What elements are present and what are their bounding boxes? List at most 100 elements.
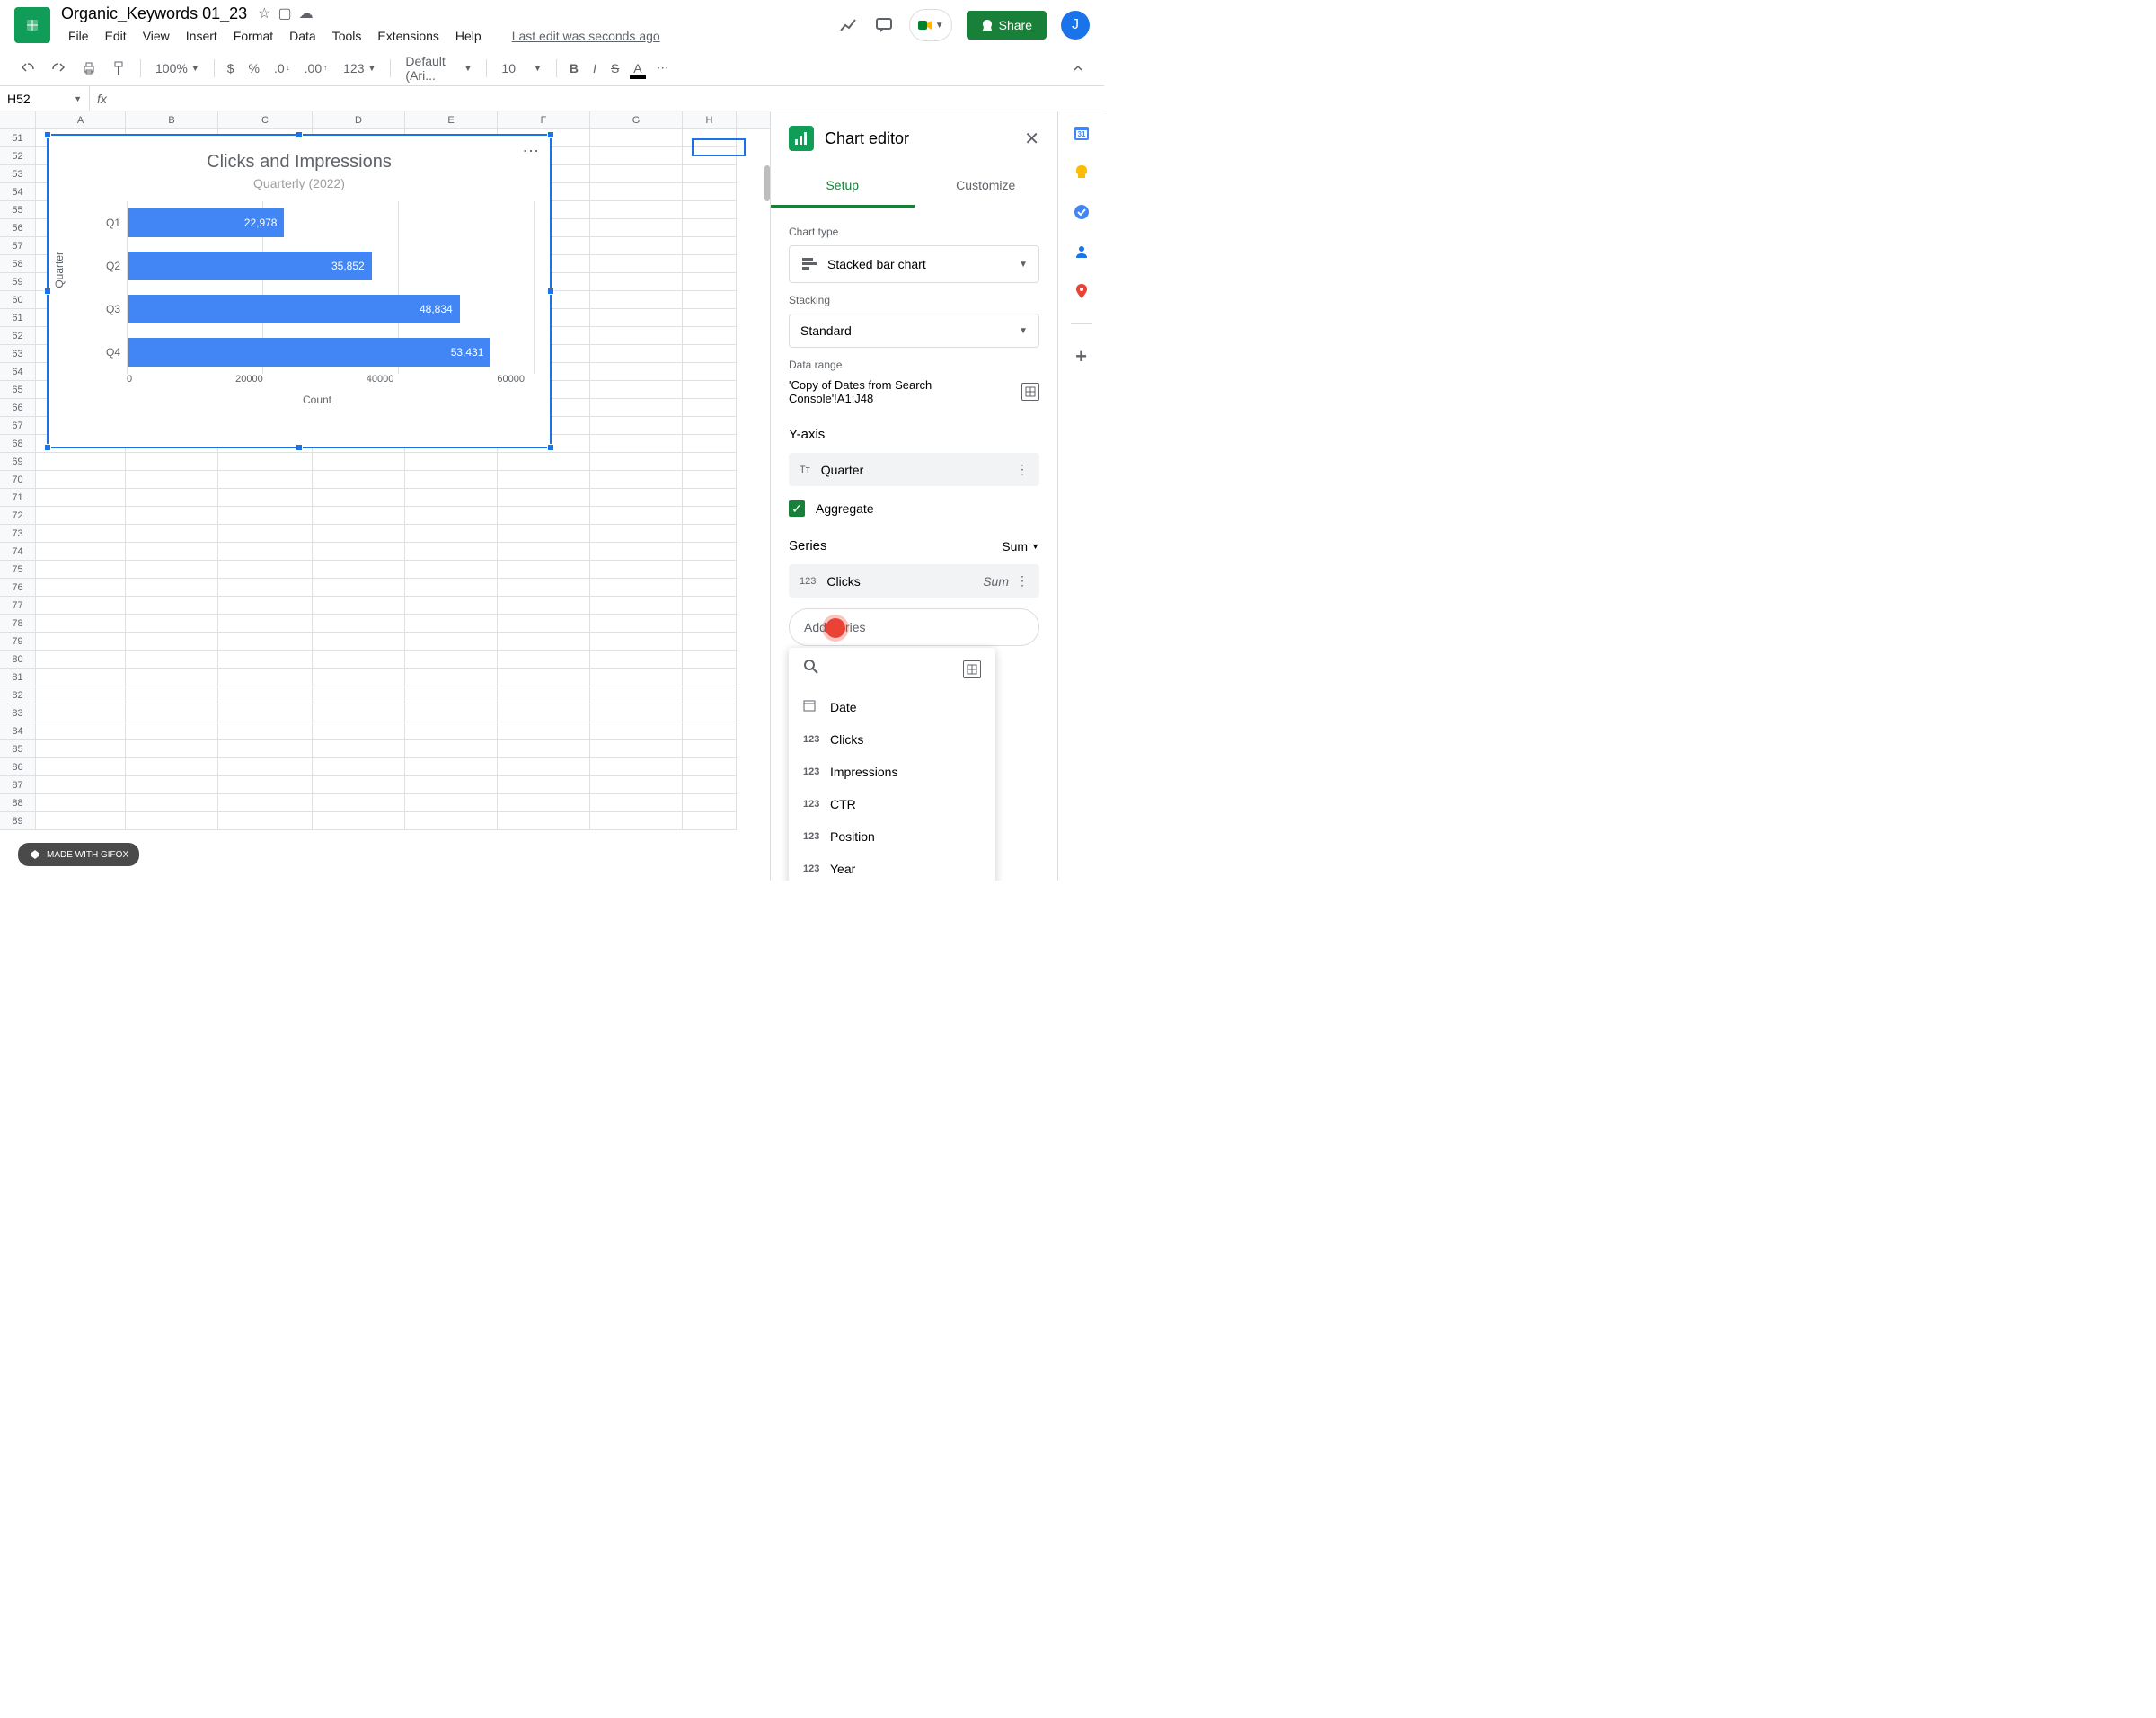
cell[interactable]	[36, 794, 126, 812]
cell[interactable]	[590, 417, 683, 435]
cell[interactable]	[590, 740, 683, 758]
row-header[interactable]: 82	[0, 686, 36, 704]
cell[interactable]	[683, 201, 737, 219]
column-header[interactable]: B	[126, 111, 218, 128]
dropdown-item[interactable]: 123Clicks	[789, 723, 995, 756]
tab-setup[interactable]: Setup	[771, 165, 915, 208]
cell[interactable]	[590, 507, 683, 525]
row-header[interactable]: 53	[0, 165, 36, 183]
cell[interactable]	[36, 525, 126, 543]
cell[interactable]	[405, 579, 498, 597]
cell[interactable]	[683, 255, 737, 273]
cell[interactable]	[590, 273, 683, 291]
cell[interactable]	[498, 740, 590, 758]
cell[interactable]	[36, 740, 126, 758]
maps-icon[interactable]	[1071, 280, 1092, 302]
cell[interactable]	[683, 794, 737, 812]
cell[interactable]	[405, 722, 498, 740]
cell[interactable]	[590, 543, 683, 561]
cell[interactable]	[590, 255, 683, 273]
cell[interactable]	[405, 633, 498, 651]
cell[interactable]	[36, 507, 126, 525]
cell[interactable]	[590, 291, 683, 309]
cell[interactable]	[590, 183, 683, 201]
cell[interactable]	[590, 669, 683, 686]
cell[interactable]	[498, 633, 590, 651]
cell[interactable]	[498, 651, 590, 669]
row-header[interactable]: 86	[0, 758, 36, 776]
cell[interactable]	[405, 758, 498, 776]
cell[interactable]	[498, 776, 590, 794]
menu-extensions[interactable]: Extensions	[370, 25, 446, 47]
row-header[interactable]: 87	[0, 776, 36, 794]
cell[interactable]	[218, 776, 313, 794]
cell[interactable]	[683, 704, 737, 722]
cell[interactable]	[683, 435, 737, 453]
cell[interactable]	[590, 633, 683, 651]
sheets-logo[interactable]	[14, 7, 50, 43]
cell[interactable]	[590, 776, 683, 794]
cell[interactable]	[126, 704, 218, 722]
cell[interactable]	[683, 489, 737, 507]
dropdown-item[interactable]: Date	[789, 690, 995, 723]
user-avatar[interactable]: J	[1061, 11, 1090, 40]
cell[interactable]	[683, 309, 737, 327]
cell[interactable]	[313, 561, 405, 579]
cell[interactable]	[36, 758, 126, 776]
cell[interactable]	[590, 686, 683, 704]
cell[interactable]	[683, 219, 737, 237]
cell[interactable]	[590, 381, 683, 399]
stacking-select[interactable]: Standard ▼	[789, 314, 1039, 348]
cell[interactable]	[590, 579, 683, 597]
cell[interactable]	[590, 561, 683, 579]
chart-type-select[interactable]: Stacked bar chart ▼	[789, 245, 1039, 283]
cell[interactable]	[590, 219, 683, 237]
cell[interactable]	[126, 543, 218, 561]
cell[interactable]	[313, 525, 405, 543]
cell[interactable]	[590, 597, 683, 615]
row-header[interactable]: 61	[0, 309, 36, 327]
cell[interactable]	[683, 812, 737, 830]
cell[interactable]	[126, 651, 218, 669]
cell[interactable]	[126, 507, 218, 525]
cell[interactable]	[683, 651, 737, 669]
row-header[interactable]: 60	[0, 291, 36, 309]
cell[interactable]	[498, 543, 590, 561]
cell[interactable]	[313, 651, 405, 669]
share-button[interactable]: Share	[967, 11, 1047, 40]
cell[interactable]	[36, 471, 126, 489]
row-header[interactable]: 66	[0, 399, 36, 417]
redo-button[interactable]	[45, 57, 72, 80]
comments-icon[interactable]	[873, 14, 895, 36]
font-dropdown[interactable]: Default (Ari...▼	[398, 50, 479, 86]
chart-more-icon[interactable]: ⋮	[521, 143, 541, 157]
cell[interactable]	[683, 633, 737, 651]
cell[interactable]	[590, 147, 683, 165]
chip-more-icon[interactable]: ⋮	[1016, 462, 1029, 477]
cell[interactable]	[126, 740, 218, 758]
cell[interactable]	[498, 722, 590, 740]
row-header[interactable]: 68	[0, 435, 36, 453]
cell[interactable]	[218, 740, 313, 758]
cell[interactable]	[590, 327, 683, 345]
yaxis-chip[interactable]: Tᴛ Quarter ⋮	[789, 453, 1039, 486]
format-number-dropdown[interactable]: 123▼	[336, 58, 383, 79]
menu-help[interactable]: Help	[448, 25, 489, 47]
cell[interactable]	[313, 704, 405, 722]
cell[interactable]	[313, 597, 405, 615]
cell[interactable]	[218, 525, 313, 543]
row-header[interactable]: 69	[0, 453, 36, 471]
timeline-icon[interactable]	[837, 14, 859, 36]
cell[interactable]	[405, 561, 498, 579]
last-edit[interactable]: Last edit was seconds ago	[505, 25, 667, 47]
cell[interactable]	[126, 579, 218, 597]
dropdown-item[interactable]: 123Position	[789, 820, 995, 853]
cell[interactable]	[498, 507, 590, 525]
cell[interactable]	[498, 704, 590, 722]
cell[interactable]	[590, 651, 683, 669]
row-header[interactable]: 64	[0, 363, 36, 381]
add-series-button[interactable]: Add Series	[789, 608, 1039, 646]
cell[interactable]	[590, 615, 683, 633]
menu-file[interactable]: File	[61, 25, 96, 47]
cell[interactable]	[683, 363, 737, 381]
